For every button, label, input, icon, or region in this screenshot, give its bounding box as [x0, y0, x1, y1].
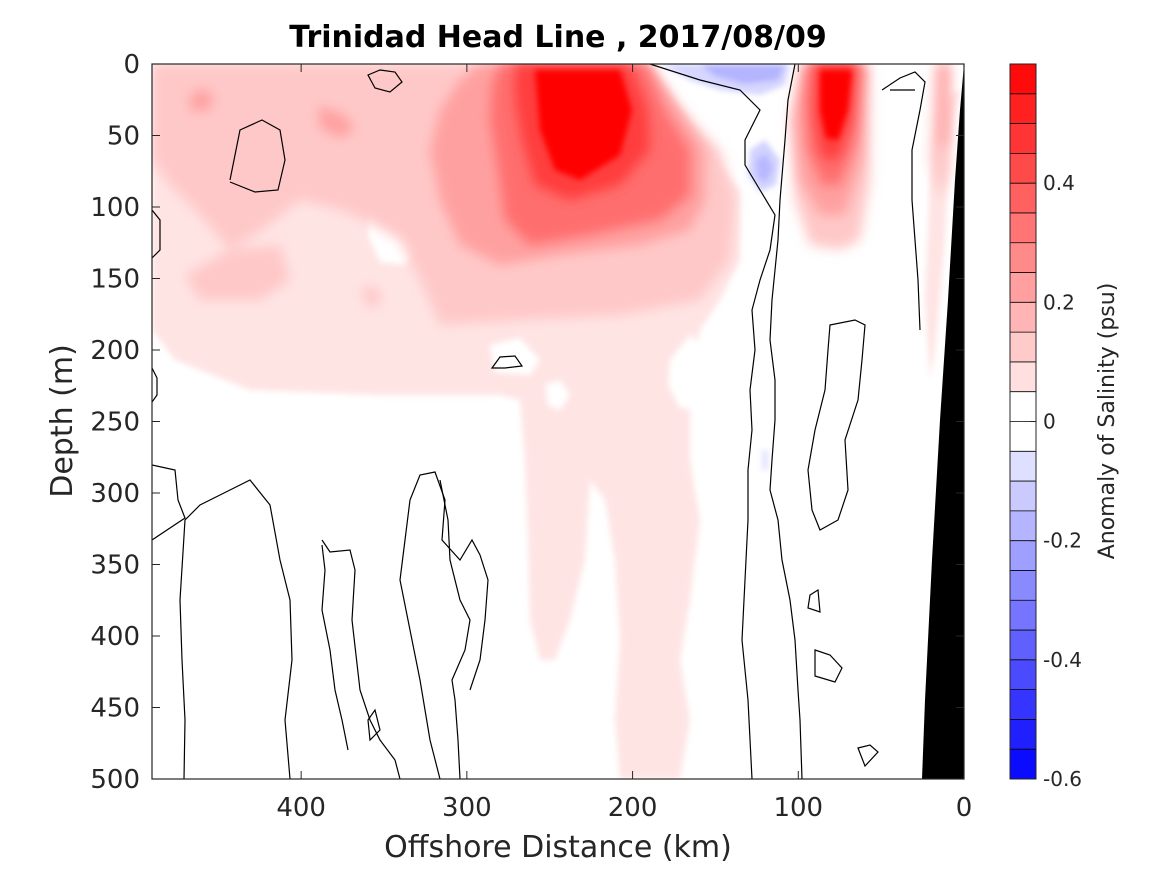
chart-title: Trinidad Head Line , 2017/08/09 — [289, 20, 826, 55]
colorbar-swatch — [1010, 600, 1036, 631]
y-axis-label: Depth (m) — [45, 344, 80, 498]
colorbar-swatch — [1010, 570, 1036, 601]
colorbar-swatch — [1010, 183, 1036, 214]
colorbar-ticks: 0.4 0.2 0 -0.2 -0.4 -0.6 — [1030, 171, 1082, 791]
y-tick-label: 100 — [90, 193, 140, 223]
x-tick-label: 0 — [956, 793, 973, 823]
colorbar-swatch — [1010, 510, 1036, 542]
colorbar-swatch — [1010, 719, 1036, 750]
colorbar-swatch — [1010, 421, 1036, 452]
colorbar-swatch — [1010, 540, 1036, 571]
zero-contours — [152, 64, 926, 779]
colorbar-swatch — [1010, 302, 1036, 333]
colorbar-swatch — [1010, 93, 1036, 125]
colorbar — [1010, 63, 1036, 780]
colorbar-tick-label: -0.6 — [1043, 767, 1082, 791]
x-tick-label: 300 — [442, 793, 492, 823]
colorbar-swatch — [1010, 749, 1036, 780]
y-tick-label: 350 — [90, 551, 140, 581]
colorbar-swatch — [1010, 153, 1036, 184]
anomaly-band-core — [535, 70, 852, 180]
colorbar-swatch — [1010, 659, 1036, 691]
colorbar-tick-label: 0 — [1043, 410, 1056, 434]
x-tick-label: 400 — [276, 793, 326, 823]
colorbar-swatch — [1010, 212, 1036, 244]
y-tick-label: 250 — [90, 408, 140, 438]
colorbar-swatch — [1010, 332, 1036, 363]
x-tick-label: 100 — [773, 793, 823, 823]
colorbar-tick-label: 0.2 — [1043, 290, 1075, 314]
y-tick-label: 0 — [123, 50, 140, 80]
colorbar-label: Anomaly of Salinity (psu) — [1095, 283, 1120, 560]
y-tick-label: 150 — [90, 265, 140, 295]
colorbar-swatch — [1010, 481, 1036, 512]
y-tick-label: 500 — [90, 765, 140, 795]
colorbar-tick-label: -0.2 — [1043, 529, 1082, 553]
plot-area — [152, 64, 964, 779]
colorbar-swatch — [1010, 391, 1036, 422]
y-tick-label: 300 — [90, 479, 140, 509]
colorbar-swatch — [1010, 64, 1036, 95]
y-tick-label: 400 — [90, 622, 140, 652]
colorbar-tick-label: 0.4 — [1043, 171, 1075, 195]
colorbar-swatch — [1010, 242, 1036, 274]
colorbar-swatch — [1010, 451, 1036, 482]
x-axis-label: Offshore Distance (km) — [384, 830, 732, 865]
anomaly-negative — [660, 64, 790, 470]
y-tick-label: 450 — [90, 694, 140, 724]
colorbar-swatch — [1010, 361, 1036, 393]
x-tick-label: 200 — [608, 793, 658, 823]
colorbar-swatch — [1010, 123, 1036, 154]
colorbar-tick-label: -0.4 — [1043, 648, 1082, 672]
seafloor-bathymetry — [922, 64, 964, 779]
colorbar-swatch — [1010, 272, 1036, 303]
y-tick-label: 200 — [90, 336, 140, 366]
y-tick-label: 50 — [107, 122, 140, 152]
colorbar-swatch — [1010, 689, 1036, 720]
x-axis: 400 300 200 100 0 — [276, 64, 972, 823]
y-axis: 0 50 100 150 200 250 300 350 400 450 500 — [90, 50, 964, 795]
colorbar-swatch — [1010, 630, 1036, 661]
